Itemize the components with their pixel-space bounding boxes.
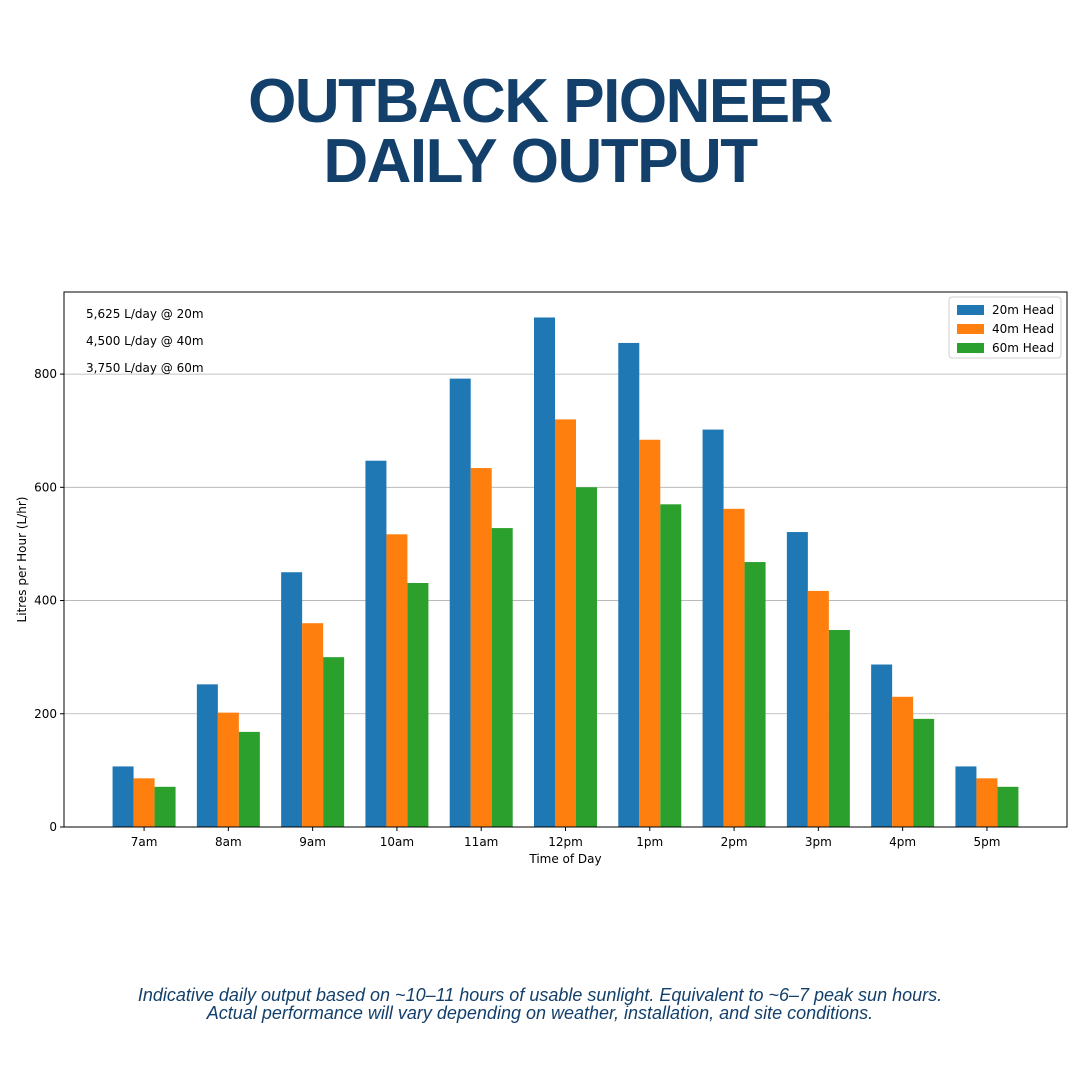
bar-20m-head — [112, 766, 134, 827]
bar-20m-head — [449, 378, 471, 827]
annotation-daily-total: 4,500 L/day @ 40m — [86, 334, 204, 348]
x-tick-label: 9am — [299, 835, 326, 849]
y-tick-label: 200 — [34, 707, 57, 721]
bar-40m-head — [976, 778, 998, 827]
bar-60m-head — [660, 504, 682, 827]
x-tick-label: 8am — [215, 835, 242, 849]
bar-60m-head — [491, 528, 513, 827]
bar-60m-head — [997, 786, 1019, 827]
y-axis-label: Litres per Hour (L/hr) — [15, 497, 29, 623]
legend-swatch — [957, 305, 984, 315]
x-axis-label: Time of Day — [528, 852, 601, 866]
x-tick-label: 11am — [464, 835, 498, 849]
title-line-2: DAILY OUTPUT — [323, 127, 758, 196]
footnote: Indicative daily output based on ~10–11 … — [0, 986, 1080, 1022]
y-tick-label: 0 — [49, 820, 57, 834]
bar-20m-head — [534, 317, 555, 827]
bar-20m-head — [786, 532, 808, 827]
bar-20m-head — [702, 429, 724, 827]
bar-60m-head — [744, 562, 766, 827]
y-tick-label: 400 — [34, 594, 57, 608]
bar-40m-head — [639, 439, 661, 827]
bar-40m-head — [892, 696, 914, 827]
bar-60m-head — [913, 718, 935, 827]
bar-40m-head — [302, 623, 324, 827]
title-line-1: OUTBACK PIONEER — [248, 67, 833, 136]
legend-label: 40m Head — [992, 322, 1054, 336]
y-tick-label: 800 — [34, 367, 57, 381]
bar-60m-head — [407, 582, 429, 827]
x-tick-label: 10am — [380, 835, 414, 849]
bar-40m-head — [555, 419, 576, 827]
bar-40m-head — [807, 590, 829, 827]
x-tick-label: 3pm — [805, 835, 832, 849]
bar-20m-head — [281, 572, 303, 827]
bar-60m-head — [828, 629, 850, 827]
footnote-line-1: Indicative daily output based on ~10–11 … — [137, 985, 943, 1005]
x-tick-label: 5pm — [973, 835, 1000, 849]
bar-20m-head — [871, 664, 893, 827]
bar-40m-head — [723, 508, 745, 827]
legend-swatch — [957, 324, 984, 334]
footnote-line-2: Actual performance will vary depending o… — [206, 1003, 874, 1023]
bar-60m-head — [238, 731, 260, 827]
bar-20m-head — [618, 342, 640, 827]
bar-20m-head — [365, 460, 387, 827]
bar-20m-head — [196, 684, 218, 827]
annotation-daily-total: 3,750 L/day @ 60m — [86, 361, 204, 375]
bar-60m-head — [576, 487, 597, 827]
x-tick-label: 7am — [131, 835, 158, 849]
x-tick-label: 12pm — [548, 835, 583, 849]
bar-40m-head — [386, 534, 408, 827]
bar-20m-head — [955, 766, 977, 827]
x-tick-label: 4pm — [889, 835, 916, 849]
y-tick-label: 600 — [34, 480, 57, 494]
bar-40m-head — [470, 468, 492, 827]
legend-label: 60m Head — [992, 341, 1054, 355]
x-tick-label: 2pm — [721, 835, 748, 849]
bar-40m-head — [217, 712, 239, 827]
bar-60m-head — [154, 786, 176, 827]
legend-label: 20m Head — [992, 303, 1054, 317]
bar-40m-head — [133, 778, 155, 827]
legend-swatch — [957, 343, 984, 353]
page-title: OUTBACK PIONEER DAILY OUTPUT — [0, 67, 1080, 196]
bar-60m-head — [323, 657, 345, 827]
annotation-daily-total: 5,625 L/day @ 20m — [86, 307, 204, 321]
x-tick-label: 1pm — [636, 835, 663, 849]
